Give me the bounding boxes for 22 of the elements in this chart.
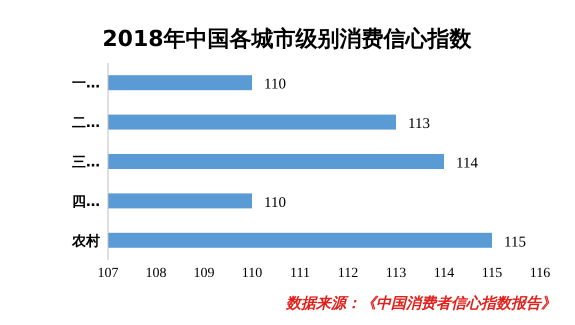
y-tick-label: 二… <box>72 115 100 132</box>
x-tick-label: 111 <box>290 266 310 281</box>
x-tick-label: 109 <box>194 266 214 281</box>
x-tick-label: 116 <box>530 266 550 281</box>
chart-title: 2018年中国各城市级别消费信心指数 <box>102 26 473 52</box>
data-label: 113 <box>408 116 430 132</box>
x-tick-label: 114 <box>434 266 454 281</box>
y-tick-label: 四… <box>72 194 100 210</box>
x-tick-label: 112 <box>338 266 358 281</box>
x-tick-label: 108 <box>146 266 166 281</box>
y-tick-label: 三… <box>72 154 100 170</box>
data-label: 110 <box>264 76 286 93</box>
x-tick-label: 110 <box>242 266 262 281</box>
source-note: 数据来源：《中国消费者信心指数报告》 <box>285 294 556 312</box>
x-tick-label: 113 <box>386 266 406 281</box>
data-label: 115 <box>504 234 526 250</box>
y-tick-label: 农村 <box>71 233 100 250</box>
x-tick-label: 107 <box>98 266 118 281</box>
data-label: 114 <box>456 156 478 172</box>
data-label: 110 <box>264 194 286 211</box>
y-tick-label: 一… <box>72 76 100 92</box>
x-tick-label: 115 <box>482 266 502 281</box>
